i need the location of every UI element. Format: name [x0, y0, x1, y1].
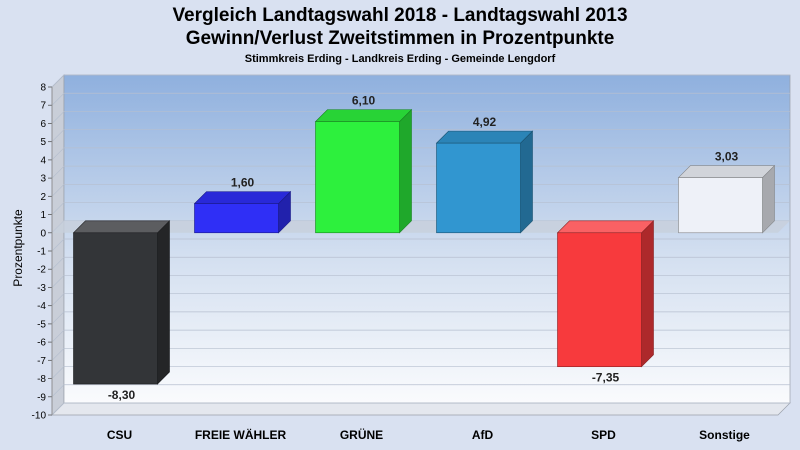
bar-top	[435, 130, 534, 144]
y-tick-label: -9	[37, 392, 46, 403]
y-tick-label: 7	[40, 101, 46, 112]
gridline-wall	[51, 92, 65, 106]
y-tick-label: -8	[37, 374, 46, 385]
bar-front	[194, 203, 279, 234]
bar-spd	[556, 220, 655, 368]
bar-side	[520, 130, 533, 234]
y-tick-label: -10	[32, 411, 47, 422]
y-tick-label: 3	[40, 174, 46, 185]
gridline-wall	[51, 256, 65, 270]
bar-front	[436, 142, 521, 234]
gridline-wall	[51, 311, 65, 325]
bar-top	[193, 191, 292, 204]
bar-afd	[435, 130, 534, 234]
y-tick-label: -6	[37, 338, 46, 349]
y-tick-label: 4	[40, 155, 46, 166]
bar-front	[73, 232, 158, 385]
gridline-wall	[51, 275, 65, 288]
gridline-wall	[51, 293, 65, 306]
bar-csu	[72, 220, 171, 385]
bar-front	[678, 177, 763, 234]
x-tick-label: SPD	[591, 428, 616, 442]
bar-side	[399, 108, 412, 234]
x-tick-label: AfD	[472, 428, 494, 442]
y-tick-label: -2	[37, 265, 46, 276]
y-tick-label: -1	[37, 247, 46, 258]
data-label: 1,60	[231, 176, 255, 190]
chart-header: Vergleich Landtagswahl 2018 - Landtagswa…	[0, 4, 800, 65]
data-label: 6,10	[352, 94, 376, 108]
y-tick-label: 8	[40, 83, 46, 94]
gridline-wall	[51, 165, 65, 179]
gridline-wall	[51, 402, 65, 416]
bar-top	[556, 220, 655, 234]
x-tick-label: FREIE WÄHLER	[195, 427, 287, 442]
y-tick-label: 5	[40, 137, 46, 148]
gridline-wall	[51, 202, 65, 215]
gridline-wall	[51, 329, 65, 343]
bar-front	[315, 121, 400, 234]
data-label: 3,03	[715, 150, 739, 164]
y-tick-label: -5	[37, 319, 46, 330]
y-tick-label: -4	[37, 301, 46, 312]
y-tick-label: -3	[37, 283, 46, 294]
bar-grüne	[314, 108, 413, 234]
gridline-wall	[51, 366, 65, 379]
gridline-wall	[51, 238, 65, 252]
gridline-wall	[51, 384, 65, 398]
data-label: -7,35	[592, 371, 620, 385]
bar-top	[314, 109, 413, 122]
y-tick-label: 2	[40, 192, 46, 203]
bar-side	[157, 220, 170, 385]
y-tick-label: 6	[40, 119, 46, 130]
gridline-wall	[51, 74, 65, 88]
chart-title-line2: Gewinn/Verlust Zweitstimmen in Prozentpu…	[185, 28, 615, 49]
gridline-wall	[51, 129, 65, 142]
gridline-wall	[51, 147, 65, 161]
y-tick-label: 1	[40, 210, 46, 221]
y-tick-label: 0	[40, 228, 46, 239]
y-tick-label: -7	[37, 356, 46, 367]
data-label: -8,30	[108, 388, 136, 402]
data-label: 4,92	[473, 115, 497, 129]
chart-title: Vergleich Landtagswahl 2018 - Landtagswa…	[172, 5, 628, 26]
chart-subtitle: Stimmkreis Erding - Landkreis Erding - G…	[244, 53, 556, 65]
bar-front	[557, 232, 642, 368]
gridline-wall	[51, 348, 65, 361]
gridline-wall	[51, 184, 65, 197]
bar-top	[677, 165, 776, 178]
bar-freie-wähler	[193, 190, 292, 234]
bar-top	[72, 220, 171, 234]
plot-floor	[51, 402, 791, 416]
x-tick-label: Sonstige	[699, 428, 750, 442]
x-tick-label: CSU	[107, 428, 132, 442]
gridline-wall	[51, 111, 65, 124]
bar-side	[641, 220, 654, 368]
y-axis-title: Prozentpunkte	[11, 209, 25, 287]
bar-sonstige	[677, 164, 776, 234]
x-tick-label: GRÜNE	[340, 427, 383, 442]
